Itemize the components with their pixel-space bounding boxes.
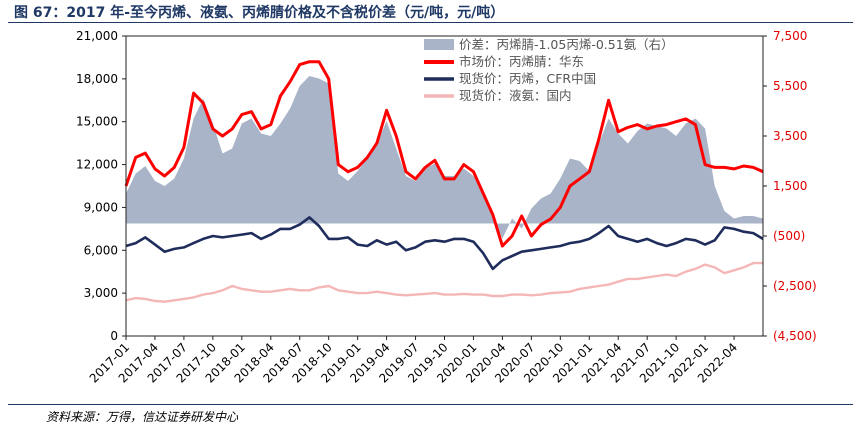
chart-title: 图 67：2017 年-至今丙烯、液氨、丙烯腈价格及不含税价差（元/吨，元/吨）: [14, 5, 505, 21]
legend-item-acrylonitrile: 市场价：丙烯腈：华东: [424, 54, 584, 69]
legend-item-ammonia: 现货价：液氨：国内: [424, 88, 572, 103]
legend-label: 价差：丙烯腈-1.05丙烯-0.51氨（右）: [459, 37, 674, 52]
ytick-right-label: 7,500: [773, 29, 807, 43]
series-line-ammonia: [125, 261, 763, 303]
series-layer: [124, 60, 764, 303]
ytick-left-label: 6,000: [84, 243, 118, 257]
ytick-left-label: 9,000: [84, 200, 118, 214]
title-divider: [8, 22, 853, 23]
source-note: 资料来源：万得，信达证券研发中心: [46, 410, 239, 424]
legend-label: 现货价：丙烯，CFR中国: [459, 71, 596, 86]
legend-swatch: [424, 39, 454, 50]
ytick-left-label: 18,000: [76, 72, 118, 86]
legend-label: 市场价：丙烯腈：华东: [459, 54, 584, 69]
ytick-right-label: 1,500: [773, 179, 807, 193]
legend-item-propylene: 现货价：丙烯，CFR中国: [424, 71, 596, 86]
ytick-left-label: 0: [110, 329, 118, 343]
ytick-right-label: (4,500): [773, 329, 817, 343]
ytick-left-label: 15,000: [76, 115, 118, 129]
series-line-acrylonitrile: [124, 60, 764, 248]
chart: 21,000 18,000 15,000 12,000 9,000 6,000 3,000 0…: [76, 29, 817, 386]
ytick-right-label: (500): [773, 229, 805, 243]
series-area-spread: [126, 76, 763, 239]
ytick-left-label: 3,000: [84, 286, 118, 300]
legend-item-spread: 价差：丙烯腈-1.05丙烯-0.51氨（右）: [424, 37, 674, 52]
ytick-right-label: (2,500): [773, 279, 817, 293]
legend: 价差：丙烯腈-1.05丙烯-0.51氨（右） 市场价：丙烯腈：华东现货价：丙烯，C…: [424, 37, 674, 103]
ytick-right-label: 3,500: [773, 129, 807, 143]
source-divider: [8, 404, 853, 405]
ytick-left-label: 12,000: [76, 158, 118, 172]
legend-label: 现货价：液氨：国内: [459, 88, 572, 103]
ytick-left-label: 21,000: [76, 29, 118, 43]
series-line-propylene: [125, 216, 764, 271]
ytick-right-label: 5,500: [773, 79, 807, 93]
